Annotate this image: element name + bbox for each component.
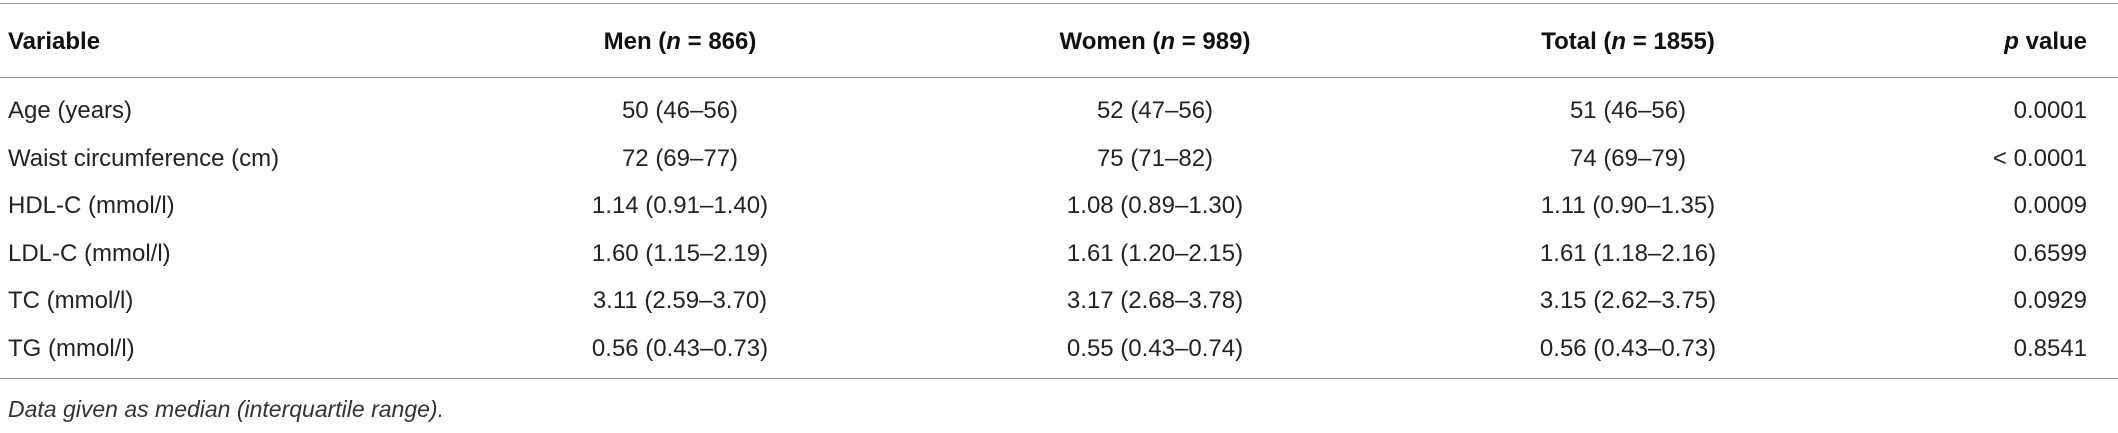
table-cell: 0.8541 <box>2013 334 2087 362</box>
table-cell: 1.11 (0.90–1.35) <box>1540 192 1716 219</box>
table-cell: 1.61 (1.18–2.16) <box>1539 239 1717 267</box>
table-cell: 50 (46–56) <box>621 97 739 124</box>
header-cell: Variable <box>8 25 608 59</box>
table-cell: 0.56 (0.43–0.73) <box>591 334 769 362</box>
table-cell: 0.6599 <box>2013 239 2087 267</box>
header-text: n <box>666 28 681 55</box>
header-cell: p value <box>1787 25 2087 59</box>
table-cell: 0.0001 <box>2013 97 2087 124</box>
header-text: = 866) <box>680 28 757 55</box>
table-cell: 74 (69–79) <box>1569 144 1687 172</box>
table-cell: Age (years) <box>8 97 133 124</box>
top-rule <box>0 3 2118 4</box>
table-cell: 0.56 (0.43–0.73) <box>1539 334 1717 362</box>
header-text: = 1855) <box>1626 28 1715 55</box>
bottom-rule <box>0 378 2118 379</box>
header-text: n <box>1160 28 1176 55</box>
header-text: n <box>1611 28 1627 55</box>
header-text: = 989) <box>1175 28 1251 55</box>
header-text: Total ( <box>1541 28 1612 55</box>
table-cell: Waist circumference (cm) <box>8 144 280 172</box>
table-cell: < 0.0001 <box>1992 144 2087 172</box>
table-cell: 1.14 (0.91–1.40) <box>591 192 769 219</box>
table-cell: 1.08 (0.89–1.30) <box>1066 192 1244 219</box>
table-cell: 0.55 (0.43–0.74) <box>1066 334 1244 362</box>
header-cell: Women (n = 989) <box>955 25 1355 59</box>
header-rule <box>0 77 2118 78</box>
table-cell: 72 (69–77) <box>621 144 739 172</box>
table-cell: 3.11 (2.59–3.70) <box>592 287 768 314</box>
header-text: Variable <box>8 28 101 55</box>
table-cell: 52 (47–56) <box>1096 97 1214 124</box>
table-cell: 0.0009 <box>2013 192 2087 219</box>
header-text: value <box>2018 28 2087 55</box>
table-cell: 0.0929 <box>2013 287 2087 314</box>
header-cell: Total (n = 1855) <box>1428 25 1828 59</box>
table-cell: HDL-C (mmol/l) <box>8 192 175 219</box>
table-cell: LDL-C (mmol/l) <box>8 239 171 267</box>
table-cell: 1.60 (1.15–2.19) <box>591 239 769 267</box>
table-cell: TC (mmol/l) <box>8 287 134 314</box>
header-text: p <box>2004 28 2019 55</box>
header-text: Women ( <box>1059 28 1161 55</box>
table-cell: TG (mmol/l) <box>8 334 135 362</box>
table-cell: 3.15 (2.62–3.75) <box>1539 287 1717 314</box>
table-cell: 1.61 (1.20–2.15) <box>1066 239 1244 267</box>
header-text: Men ( <box>603 28 667 55</box>
table-cell: 3.17 (2.68–3.78) <box>1066 287 1244 314</box>
header-cell: Men (n = 866) <box>480 25 880 59</box>
table-cell: 51 (46–56) <box>1569 97 1687 124</box>
footnote: Data given as median (interquartile rang… <box>8 396 444 422</box>
table-cell: 75 (71–82) <box>1096 144 1214 172</box>
